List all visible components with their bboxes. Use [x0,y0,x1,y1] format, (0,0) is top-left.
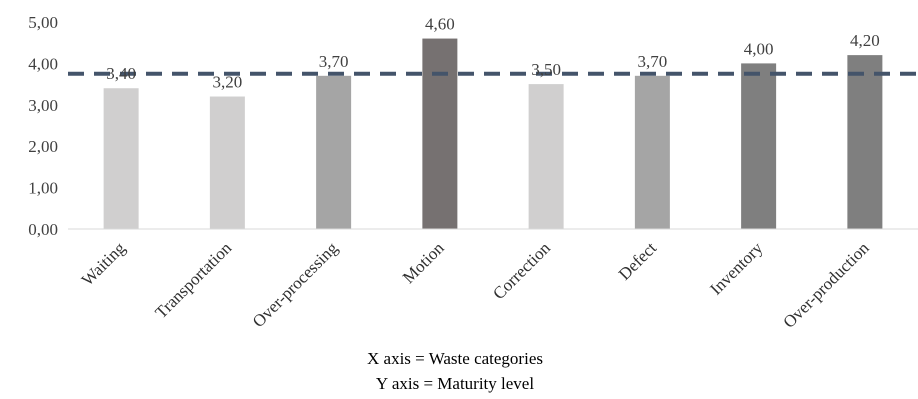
bar-waiting [103,88,139,230]
caption-x-axis: X axis = Waste categories [367,349,543,368]
x-tick-label: Inventory [706,238,767,299]
bar-motion [422,38,458,230]
x-tick-label: Motion [399,238,448,287]
x-tick-label: Over-production [779,238,873,332]
y-tick-label: 3,00 [28,96,58,115]
y-tick-label: 0,00 [28,220,58,239]
bar-inventory [741,63,777,230]
data-label: 3,70 [638,52,668,71]
bar-over-production [847,55,883,230]
data-label: 3,20 [213,73,243,92]
data-label: 3,70 [319,52,349,71]
x-tick-label: Correction [489,238,554,303]
y-tick-label: 2,00 [28,137,58,156]
caption-y-axis: Y axis = Maturity level [376,374,534,393]
x-axis-labels: Waiting Transportation Over-processing Moti… [78,238,873,332]
data-label: 4,60 [425,15,455,34]
data-labels: 3,40 3,20 3,70 4,60 3,50 3,70 4,00 4,20 [106,15,880,92]
data-label: 4,20 [850,31,880,50]
data-label: 3,50 [531,60,561,79]
bar-over-processing [316,75,352,229]
bar-correction [528,84,564,229]
y-tick-label: 4,00 [28,54,58,73]
x-tick-label: Defect [615,238,661,284]
x-tick-label: Over-processing [249,238,342,331]
y-tick-label: 5,00 [28,13,58,32]
y-tick-label: 1,00 [28,179,58,198]
x-tick-label: Transportation [151,238,235,322]
bar-defect [634,75,670,229]
x-tick-label: Waiting [78,238,130,290]
bars [103,38,883,230]
data-label: 3,40 [106,64,136,83]
data-label: 4,00 [744,39,774,58]
bar-transportation [209,96,245,230]
y-axis: 0,00 1,00 2,00 3,00 4,00 5,00 [28,13,58,239]
